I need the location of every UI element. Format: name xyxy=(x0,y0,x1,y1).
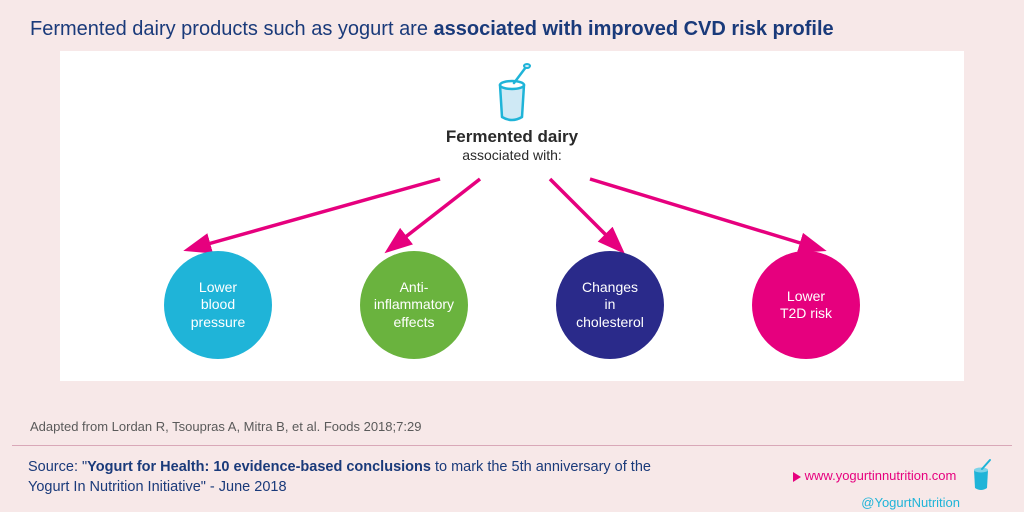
website-url: www.yogurtinnutrition.com xyxy=(805,468,957,483)
footer: Source: "Yogurt for Health: 10 evidence-… xyxy=(0,450,1024,512)
arrow xyxy=(550,179,620,249)
circle-lower-bp: Lowerbloodpressure xyxy=(164,251,272,359)
diagram-panel: Fermented dairy associated with: Lowerbl… xyxy=(60,51,964,381)
yogurt-small-icon xyxy=(966,458,996,495)
triangle-icon xyxy=(793,472,801,482)
source-text: Source: "Yogurt for Health: 10 evidence-… xyxy=(28,458,668,497)
circle-label: Lowerbloodpressure xyxy=(191,279,245,332)
circle-anti-inflammatory: Anti-inflammatoryeffects xyxy=(360,251,468,359)
divider-line xyxy=(12,445,1012,446)
citation-text: Adapted from Lordan R, Tsoupras A, Mitra… xyxy=(30,419,421,434)
circle-cholesterol: Changesincholesterol xyxy=(556,251,664,359)
circle-label: Changesincholesterol xyxy=(576,279,644,332)
yogurt-cup-icon xyxy=(484,63,540,130)
center-label-line2: associated with: xyxy=(446,147,578,163)
source-prefix: Source: " xyxy=(28,459,87,475)
circle-label: LowerT2D risk xyxy=(780,288,832,323)
arrow xyxy=(590,179,820,249)
circle-t2d-risk: LowerT2D risk xyxy=(752,251,860,359)
circle-label: Anti-inflammatoryeffects xyxy=(374,279,454,332)
footer-right: www.yogurtinnutrition.com @YogurtNutriti… xyxy=(793,458,996,510)
page-title: Fermented dairy products such as yogurt … xyxy=(0,0,1024,51)
center-label: Fermented dairy associated with: xyxy=(446,127,578,163)
title-prefix: Fermented dairy products such as yogurt … xyxy=(30,18,434,40)
website-line: www.yogurtinnutrition.com xyxy=(793,458,996,495)
title-bold: associated with improved CVD risk profil… xyxy=(434,18,834,40)
source-bold: Yogurt for Health: 10 evidence-based con… xyxy=(87,459,431,475)
center-label-line1: Fermented dairy xyxy=(446,127,578,147)
circles-row: Lowerbloodpressure Anti-inflammatoryeffe… xyxy=(60,251,964,359)
twitter-handle: @YogurtNutrition xyxy=(793,495,960,510)
